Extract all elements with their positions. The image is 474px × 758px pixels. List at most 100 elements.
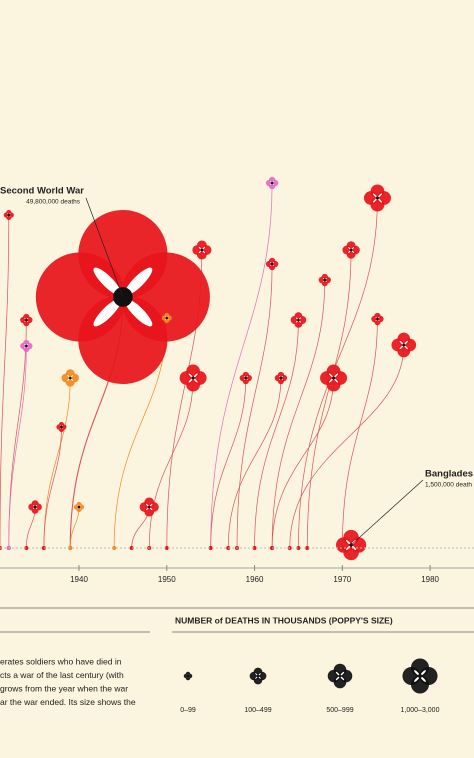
inner-petal bbox=[93, 298, 122, 327]
description-line: cts a war of the last century (with bbox=[0, 670, 124, 680]
inner-petal bbox=[420, 670, 426, 676]
poppy bbox=[61, 369, 79, 387]
inner-petal bbox=[93, 267, 122, 296]
poppy-center bbox=[25, 344, 28, 348]
poppy-center bbox=[349, 248, 353, 252]
stem bbox=[8, 345, 27, 549]
poppy-center bbox=[279, 376, 283, 380]
poppy-center bbox=[376, 317, 379, 321]
annotation-line bbox=[85, 197, 124, 298]
x-tick-label: 1950 bbox=[158, 575, 176, 584]
stem bbox=[210, 377, 247, 549]
petal bbox=[320, 371, 334, 385]
stem-base bbox=[305, 546, 310, 550]
inner-petal bbox=[328, 378, 334, 383]
stem bbox=[43, 377, 71, 549]
inner-petal bbox=[145, 507, 150, 511]
stem bbox=[271, 377, 334, 549]
poppy-center bbox=[375, 196, 379, 200]
poppy-center bbox=[68, 376, 72, 380]
inner-petal bbox=[145, 503, 150, 507]
poppy-center bbox=[323, 278, 327, 282]
inner-petal bbox=[372, 198, 378, 203]
petal bbox=[179, 371, 194, 385]
petal bbox=[336, 537, 352, 553]
poppy bbox=[192, 240, 212, 260]
inner-petal bbox=[399, 340, 404, 345]
inner-petal bbox=[149, 507, 153, 511]
inner-petal bbox=[124, 298, 153, 327]
petal bbox=[391, 338, 405, 352]
inner-petal bbox=[377, 198, 383, 203]
inner-petal bbox=[340, 671, 345, 676]
poppy-center bbox=[7, 213, 11, 217]
poppy-center bbox=[297, 318, 300, 322]
inner-petal bbox=[198, 246, 202, 250]
annotation-subtitle: 1,500,000 death bbox=[425, 482, 472, 489]
stem bbox=[8, 319, 27, 549]
stem bbox=[298, 197, 378, 549]
inner-petal bbox=[414, 670, 420, 676]
poppy-center bbox=[77, 505, 81, 509]
stem-base bbox=[296, 546, 301, 550]
inner-petal bbox=[198, 250, 202, 254]
inner-petal bbox=[335, 671, 340, 676]
description-line: erates soldiers who have died in bbox=[0, 656, 122, 666]
stems bbox=[0, 182, 405, 550]
poppy bbox=[320, 364, 348, 392]
petal bbox=[327, 669, 341, 683]
poppy bbox=[56, 421, 67, 433]
poppy bbox=[20, 313, 33, 327]
poppy bbox=[290, 312, 307, 328]
poppy bbox=[265, 257, 279, 271]
inner-petal bbox=[340, 676, 345, 681]
stem bbox=[289, 344, 405, 549]
inner-petal bbox=[328, 373, 334, 378]
poppy-center bbox=[270, 181, 274, 185]
description-line: grows from the year when the war bbox=[0, 683, 128, 693]
stem bbox=[271, 279, 326, 549]
annotation-line bbox=[350, 479, 424, 546]
poppy bbox=[239, 371, 252, 385]
poppy bbox=[161, 312, 172, 324]
poppy-center bbox=[270, 262, 274, 266]
inner-petal bbox=[202, 250, 206, 254]
poppy bbox=[318, 273, 331, 287]
poppy bbox=[274, 371, 288, 385]
poppy bbox=[342, 241, 360, 259]
poppy-center bbox=[338, 674, 342, 678]
description-line: ar the war ended. Its size shows the bbox=[0, 697, 136, 707]
stem-base bbox=[68, 546, 73, 550]
legend-title: NUMBER of DEATHS IN THOUSANDS (POPPY'S S… bbox=[175, 615, 393, 625]
x-tick-label: 1980 bbox=[421, 575, 439, 584]
stem bbox=[341, 318, 378, 549]
poppy-center bbox=[165, 316, 169, 320]
poppy-center bbox=[244, 376, 248, 380]
flowers bbox=[3, 176, 417, 561]
inner-petal bbox=[404, 340, 408, 345]
annotation-title: Second World War bbox=[0, 186, 84, 197]
poppy bbox=[363, 184, 391, 212]
stem bbox=[43, 426, 62, 549]
inner-petal bbox=[333, 378, 339, 383]
stem bbox=[254, 319, 299, 549]
stem bbox=[210, 182, 273, 549]
poppy bbox=[28, 500, 42, 514]
inner-petal bbox=[377, 193, 383, 198]
inner-petal bbox=[333, 373, 339, 378]
petal bbox=[402, 667, 421, 685]
poppy-center bbox=[256, 674, 260, 678]
legend-label: 100–499 bbox=[244, 707, 271, 714]
x-tick-label: 1970 bbox=[333, 575, 351, 584]
poppy bbox=[3, 209, 14, 221]
inner-petal bbox=[346, 539, 351, 545]
inner-petal bbox=[404, 345, 408, 350]
poppy-center bbox=[33, 505, 37, 509]
inner-petal bbox=[372, 193, 378, 198]
stem-base bbox=[112, 546, 117, 550]
poppy-center bbox=[332, 376, 336, 380]
stem-base bbox=[129, 546, 134, 550]
stem-base bbox=[252, 546, 257, 550]
poppy-center bbox=[402, 343, 406, 347]
inner-petal bbox=[149, 503, 153, 507]
